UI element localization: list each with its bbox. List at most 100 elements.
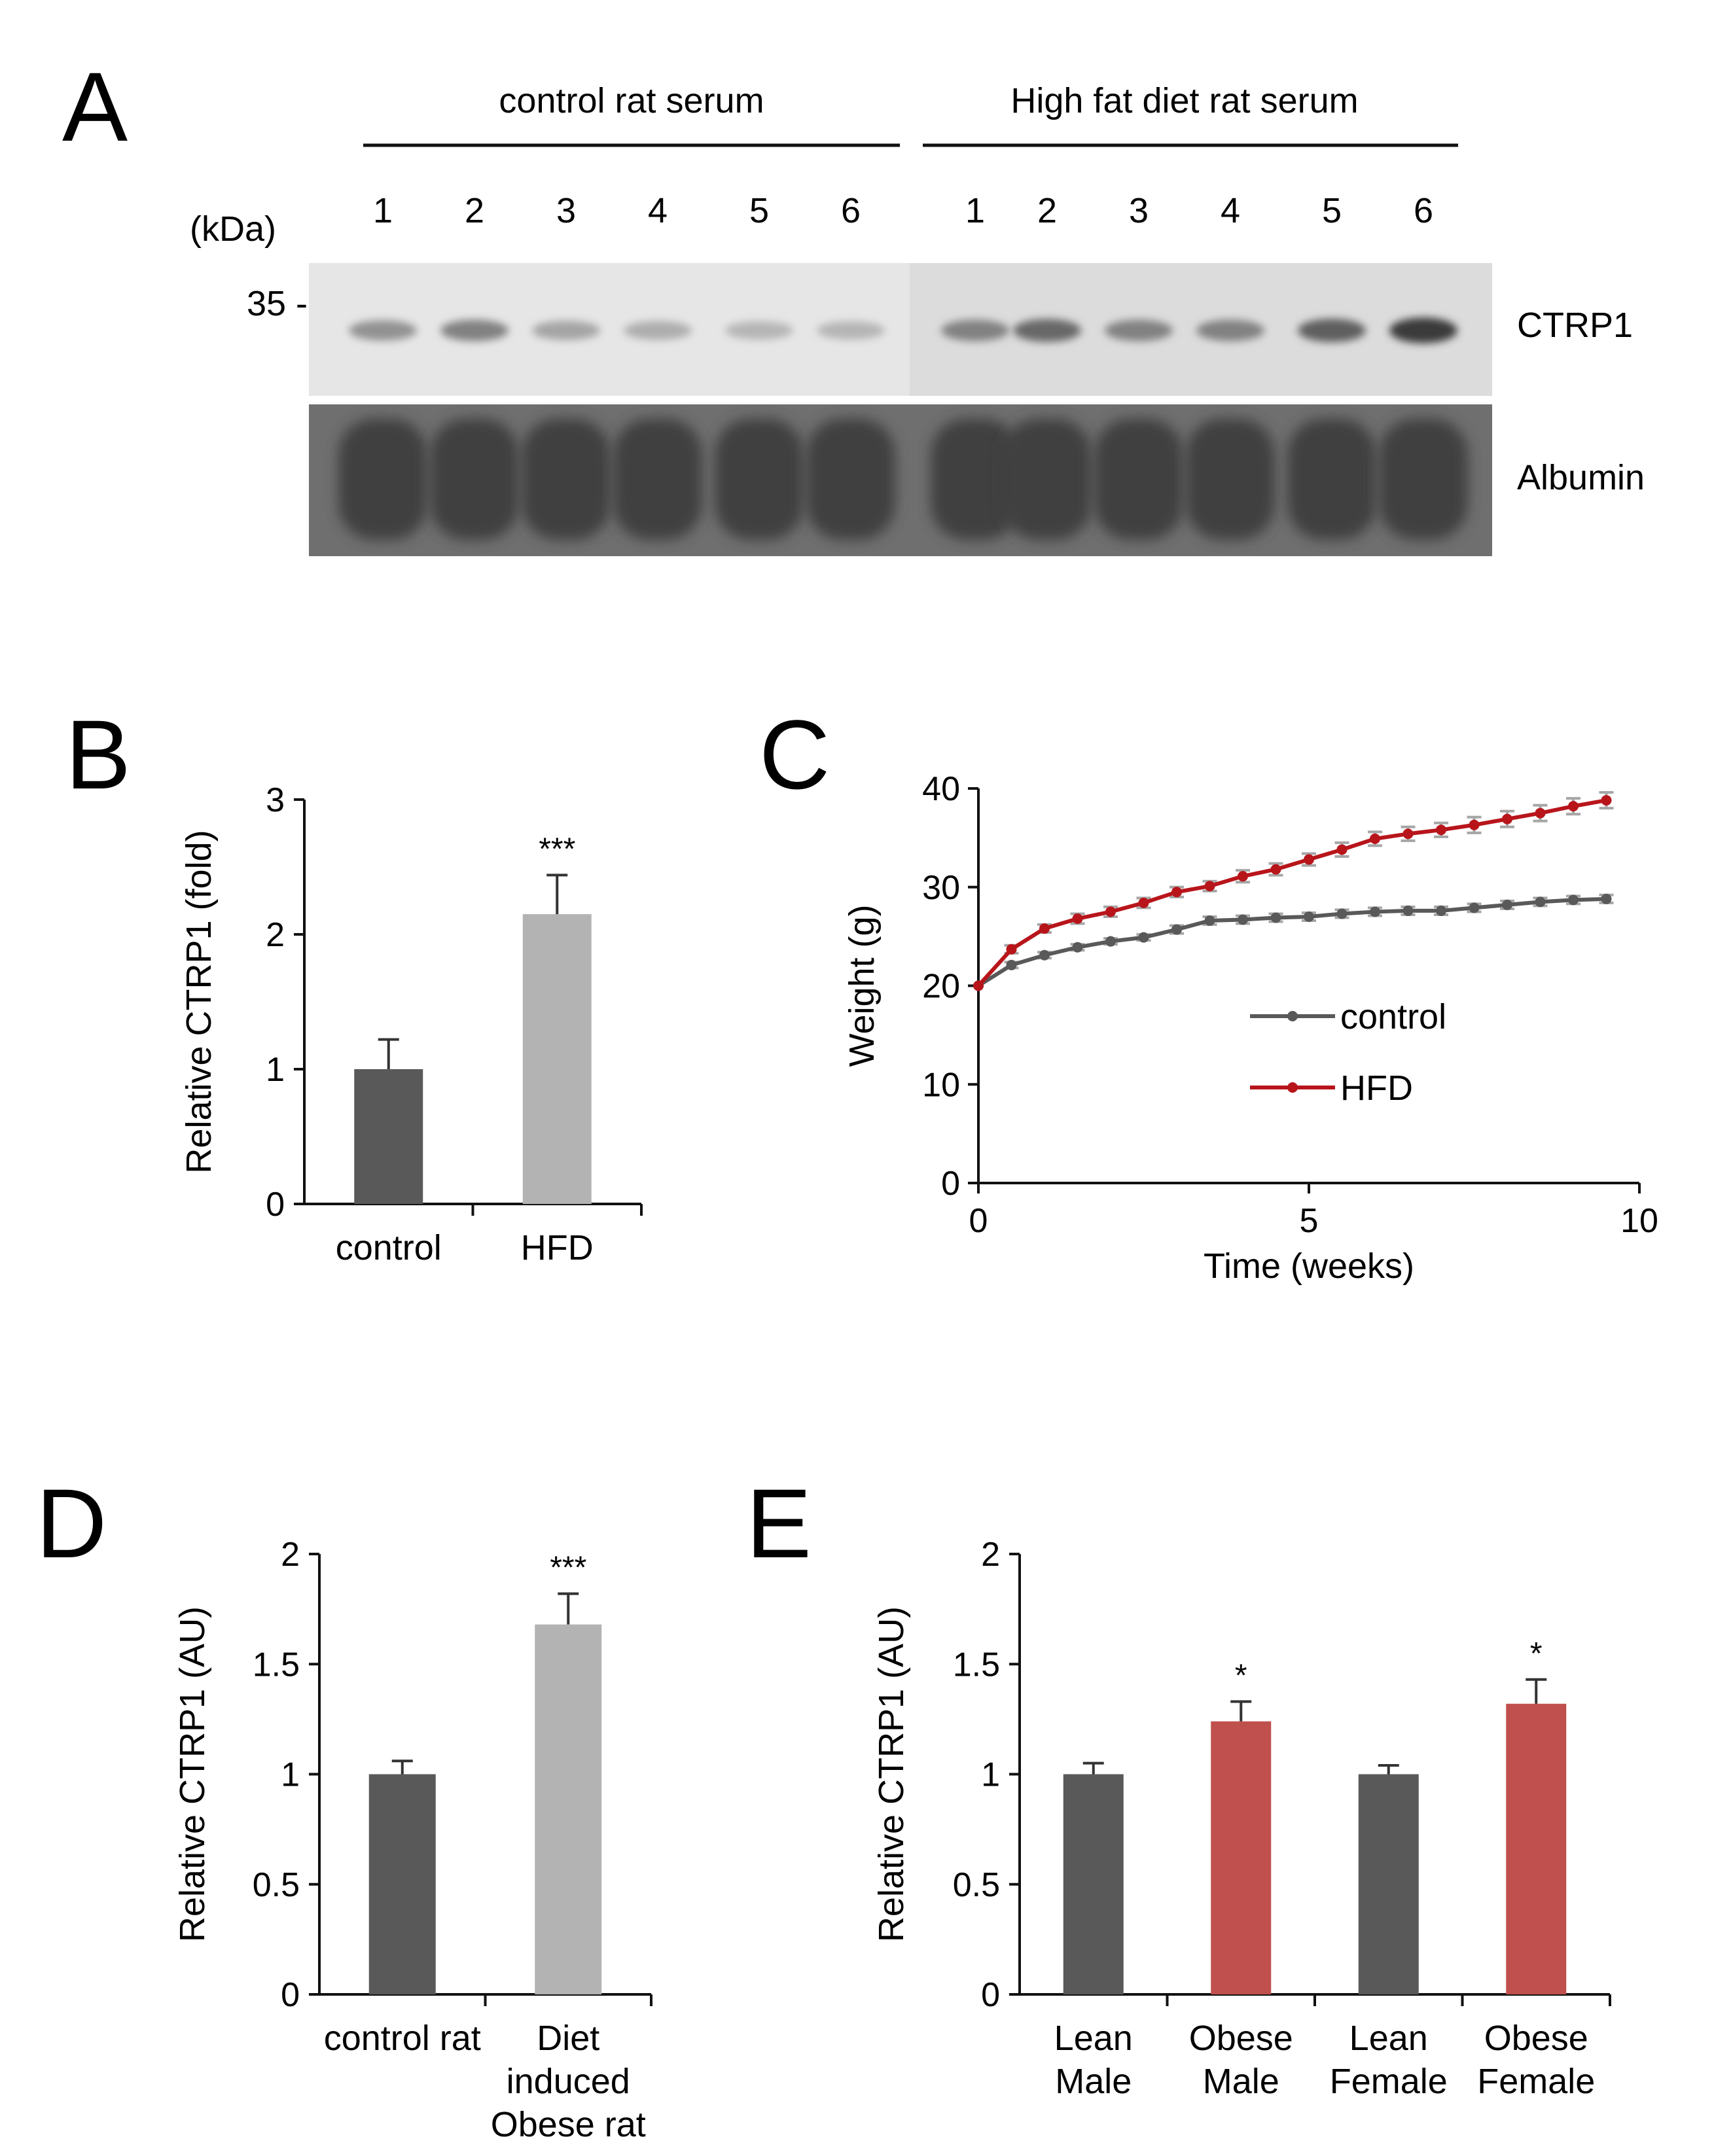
y-axis-label: Relative CTRP1 (AU)	[872, 1606, 911, 1942]
data-point	[1039, 923, 1050, 934]
x-category-label: Obese	[1484, 2019, 1588, 2058]
x-category-label: Diet	[537, 2019, 599, 2058]
lane-label: 3	[556, 191, 576, 230]
lane-label: 6	[841, 191, 861, 230]
x-tick-label: 5	[1300, 1202, 1319, 1240]
y-tick-label: 40	[922, 770, 960, 808]
data-point	[1105, 936, 1116, 947]
data-point	[1171, 887, 1182, 898]
x-axis-label: Time (weeks)	[1204, 1246, 1414, 1286]
bar	[1358, 1774, 1419, 1994]
x-category-label: Male	[1055, 2062, 1132, 2101]
lane-label: 4	[1221, 191, 1240, 230]
albumin-band	[430, 419, 519, 540]
albumin-bands	[338, 419, 1468, 540]
panel-a: A control rat serum High fat diet rat se…	[62, 52, 1645, 556]
data-point	[1502, 899, 1512, 910]
data-point	[1402, 905, 1414, 916]
significance-label: *	[1530, 1636, 1543, 1671]
x-category-label: Lean	[1054, 2019, 1133, 2058]
y-axis-label: Relative CTRP1 (fold)	[179, 830, 219, 1173]
chart-e: 0 0.5 1 1.5 2 Relative CTRP1 (AU) Lean Male * Obe…	[872, 1536, 1611, 2101]
ctrp1-band	[1298, 319, 1366, 342]
lane-label: 2	[1037, 191, 1057, 230]
data-point	[1402, 828, 1414, 839]
legend-marker	[1287, 1082, 1298, 1093]
panel-letter-e: E	[746, 1468, 812, 1578]
data-point	[1370, 833, 1380, 844]
lane-label: 3	[1129, 191, 1149, 230]
albumin-band	[1379, 419, 1468, 540]
x-category-label: control	[336, 1228, 442, 1267]
x-category-label: induced	[507, 2062, 630, 2101]
x-tick-label: 10	[1620, 1202, 1658, 1240]
data-point	[1568, 894, 1579, 906]
data-point	[1171, 924, 1182, 935]
ctrp1-band	[941, 319, 1009, 342]
y-tick-label: 0	[981, 1976, 1000, 2014]
y-tick-label: 20	[922, 968, 960, 1006]
bar	[368, 1774, 436, 1994]
data-point	[1469, 902, 1480, 913]
ctrp1-band	[1105, 319, 1173, 342]
panel-letter-b: B	[65, 699, 131, 809]
ctrp1-bands	[349, 317, 1457, 344]
y-tick-label: 3	[266, 781, 285, 819]
series-line-hfd	[976, 798, 1607, 987]
lane-label: 1	[965, 191, 985, 230]
bar	[1211, 1721, 1272, 1994]
lane-label: 5	[749, 191, 769, 230]
data-point	[1502, 813, 1512, 824]
bar	[522, 914, 592, 1204]
y-tick-label: 1	[981, 1756, 1000, 1794]
chart-b: 0 1 2 3 Relative CTRP1 (fold) control *** HFD	[179, 781, 643, 1267]
data-point	[1469, 819, 1480, 830]
bar	[354, 1069, 423, 1204]
ctrp1-band	[1389, 317, 1457, 344]
lane-label: 6	[1414, 191, 1433, 230]
kda-label: (kDa)	[190, 209, 276, 249]
data-point	[1370, 906, 1380, 917]
data-point	[1568, 801, 1579, 812]
lane-label: 5	[1322, 191, 1342, 230]
albumin-band	[613, 419, 702, 540]
albumin-band	[1186, 419, 1275, 540]
y-tick-label: 30	[922, 869, 960, 907]
data-point	[1436, 824, 1446, 836]
data-point	[1601, 795, 1612, 806]
bar	[1063, 1774, 1124, 1994]
lane-label: 2	[465, 191, 484, 230]
albumin-band	[338, 419, 427, 540]
x-category-label: Female	[1477, 2062, 1595, 2101]
lane-label: 4	[648, 191, 668, 230]
data-point	[1601, 893, 1612, 904]
data-point	[1204, 915, 1215, 927]
data-point	[1072, 942, 1083, 953]
x-category-label: control rat	[324, 2019, 481, 2058]
y-axis-label: Relative CTRP1 (AU)	[173, 1606, 212, 1942]
data-point	[1436, 905, 1446, 916]
albumin-band	[715, 419, 804, 540]
y-tick-label: 0.5	[253, 1866, 300, 1904]
albumin-band	[1003, 419, 1092, 540]
legend-label: HFD	[1340, 1069, 1413, 1108]
data-point	[1039, 949, 1050, 961]
data-point	[1105, 906, 1116, 917]
legend-label: control	[1340, 997, 1446, 1036]
panel-letter-a: A	[62, 52, 128, 162]
data-point	[1270, 864, 1281, 875]
albumin-band	[522, 419, 611, 540]
data-point	[1006, 959, 1017, 970]
bar	[535, 1624, 602, 1994]
data-point	[1006, 944, 1017, 955]
data-point	[1304, 911, 1314, 922]
x-category-label: Female	[1330, 2062, 1448, 2101]
panel-letter-d: D	[36, 1468, 107, 1578]
y-tick-label: 1	[266, 1051, 285, 1089]
significance-label: ***	[550, 1551, 586, 1585]
marker-35: 35 -	[247, 284, 308, 323]
ctrp1-band	[532, 321, 600, 340]
y-tick-label: 2	[266, 916, 285, 954]
panel-letter-c: C	[759, 699, 830, 809]
